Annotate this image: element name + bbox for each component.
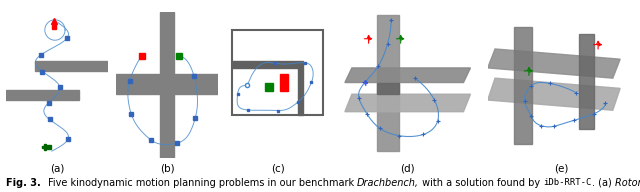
Bar <box>35 61 108 71</box>
Text: (b): (b) <box>160 164 174 174</box>
Polygon shape <box>345 68 470 83</box>
Text: Rotor Pole: Rotor Pole <box>614 178 640 188</box>
Polygon shape <box>377 15 399 151</box>
Text: (c): (c) <box>271 164 285 174</box>
Text: Five kinodynamic motion planning problems in our benchmark: Five kinodynamic motion planning problem… <box>48 178 357 188</box>
Text: Fig. 3.: Fig. 3. <box>6 178 48 188</box>
Bar <box>232 30 323 115</box>
Text: with a solution found by: with a solution found by <box>419 178 543 188</box>
Text: iDb-RRT-C: iDb-RRT-C <box>543 178 592 187</box>
Bar <box>280 74 288 91</box>
Bar <box>116 74 218 94</box>
Bar <box>298 61 303 115</box>
Bar <box>6 90 79 100</box>
Text: . (a): . (a) <box>592 178 614 188</box>
Polygon shape <box>514 27 532 144</box>
Polygon shape <box>345 94 470 112</box>
Bar <box>264 83 273 91</box>
Bar <box>232 61 298 68</box>
Text: (e): (e) <box>554 164 568 174</box>
Polygon shape <box>579 34 594 129</box>
Polygon shape <box>377 83 399 94</box>
Polygon shape <box>488 78 620 110</box>
Bar <box>160 12 174 158</box>
Text: (d): (d) <box>401 164 415 174</box>
Polygon shape <box>488 49 620 78</box>
Text: Drachbench,: Drachbench, <box>357 178 419 188</box>
Text: (a): (a) <box>50 164 64 174</box>
